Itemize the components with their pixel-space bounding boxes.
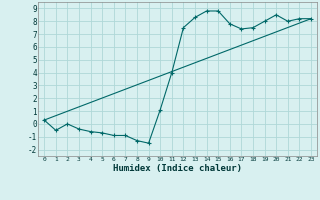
X-axis label: Humidex (Indice chaleur): Humidex (Indice chaleur)	[113, 164, 242, 173]
